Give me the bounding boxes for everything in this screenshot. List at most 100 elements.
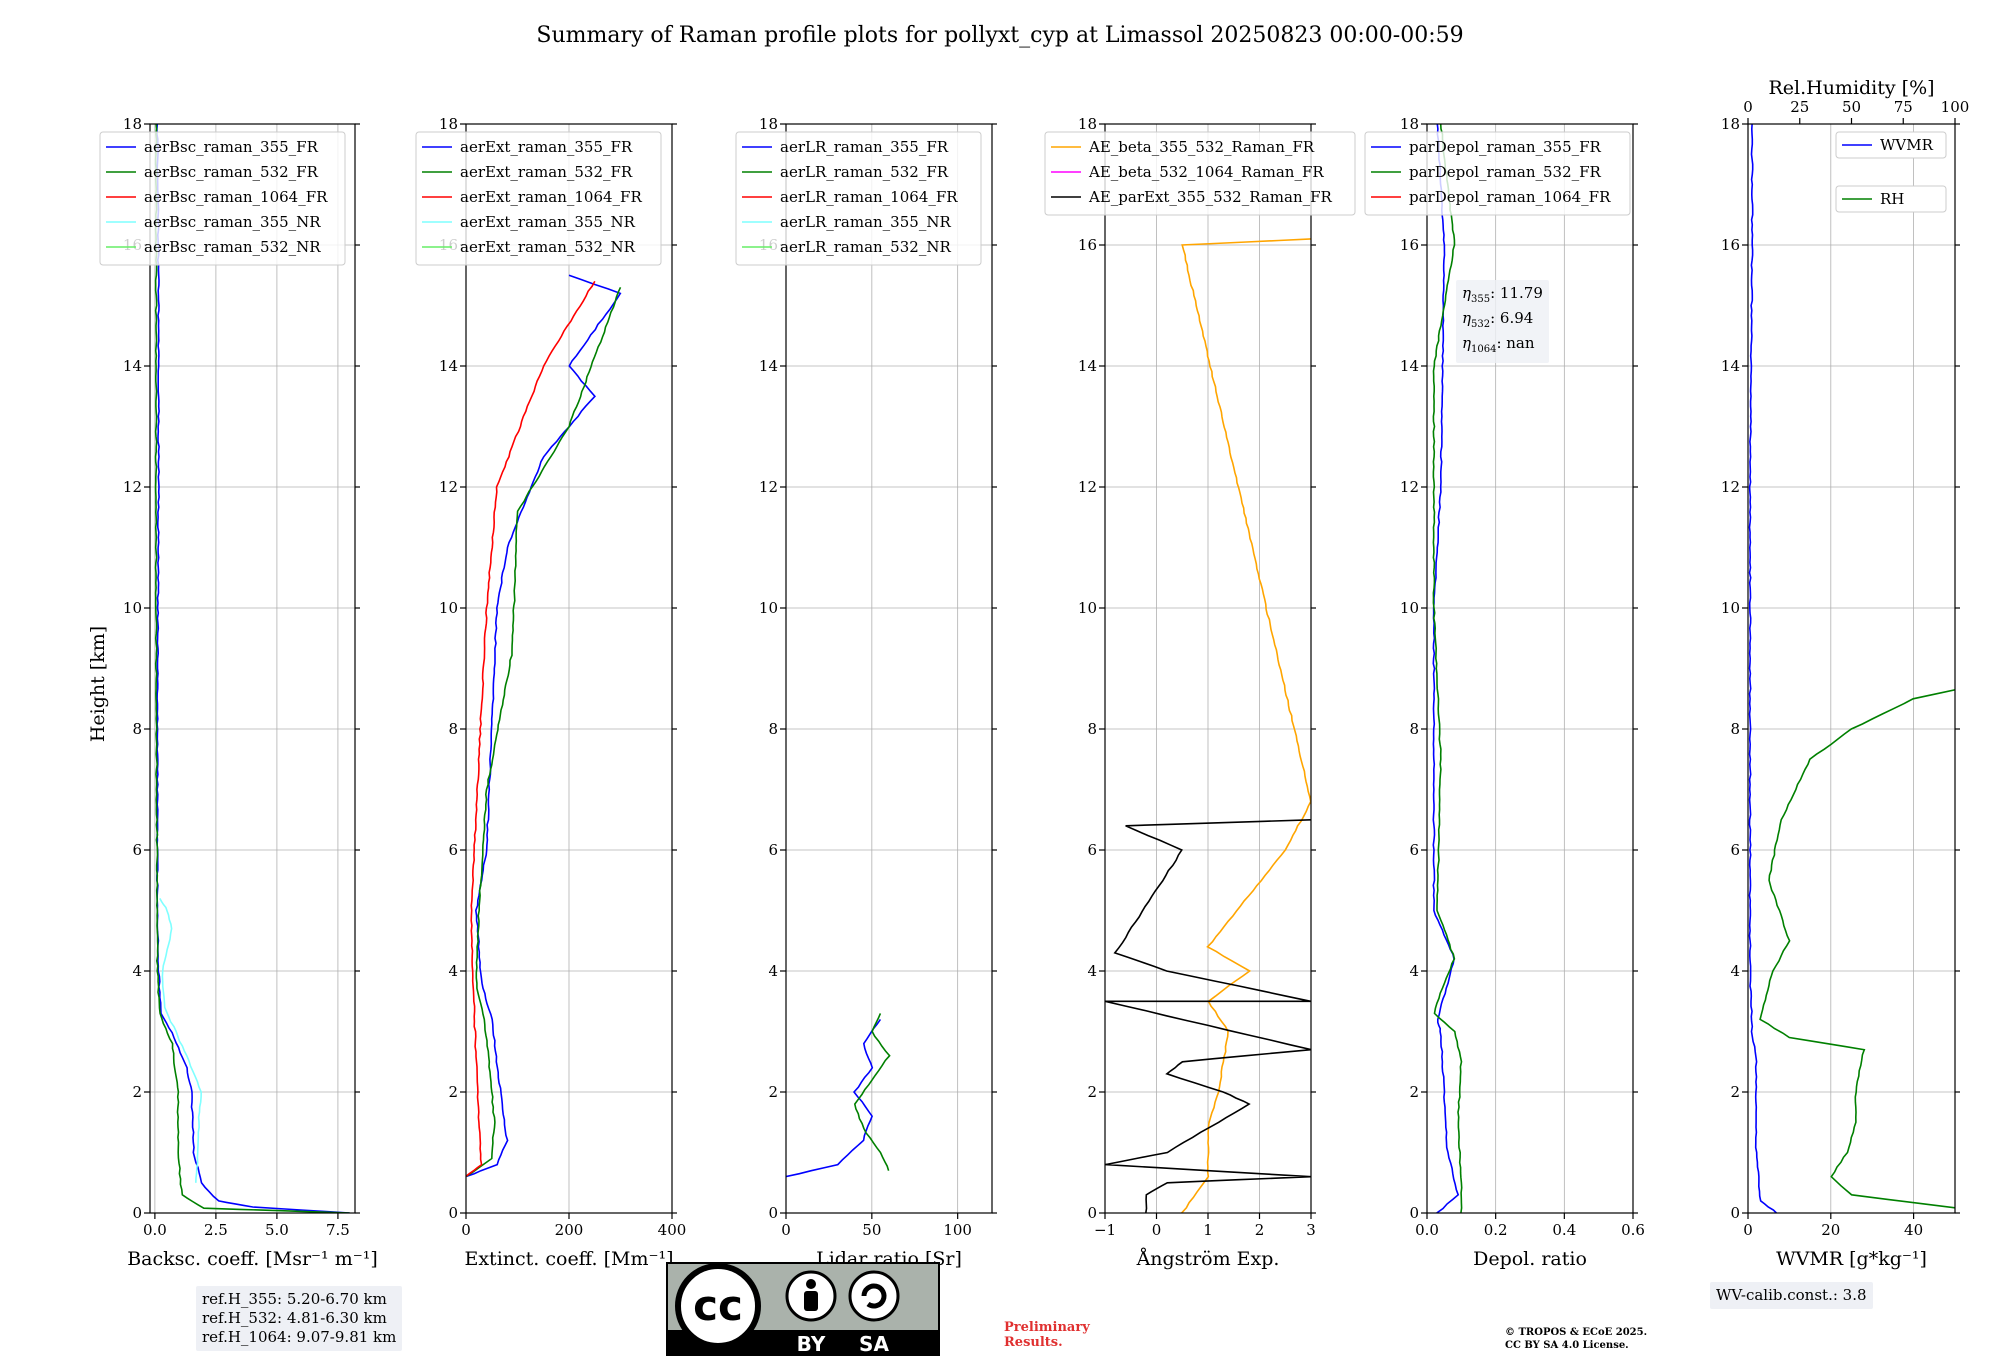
legend-label: aerLR_raman_355_FR <box>780 138 949 156</box>
y-tick-label: 14 <box>1400 357 1419 375</box>
ref-height-532: ref.H_532: 4.81-6.30 km <box>202 1309 387 1327</box>
eta-1064-value: : nan <box>1496 334 1535 352</box>
panel-lidar_ratio: 024681012141618050100Lidar ratio [Sr]aer… <box>735 115 997 1270</box>
series-line-aerBsc_raman_532_FR <box>154 124 350 1213</box>
eta-1064: η1064: nan <box>1462 334 1535 355</box>
y-tick-label: 0 <box>1409 1204 1419 1222</box>
x-axis-label: Extinct. coeff. [Mm⁻¹] <box>464 1248 673 1270</box>
series-line-WVMR <box>1748 124 1777 1213</box>
y-tick-label: 4 <box>1087 962 1097 980</box>
legend-label: aerLR_raman_532_FR <box>780 163 949 181</box>
y-tick-label: 10 <box>1400 599 1419 617</box>
legend-label: AE_beta_532_1064_Raman_FR <box>1088 163 1324 181</box>
x-tick-label: 3 <box>1306 1221 1316 1239</box>
copyright-line-1: © TROPOS & ECoE 2025. <box>1505 1327 1648 1338</box>
y-tick-label: 18 <box>759 115 778 133</box>
figure-title: Summary of Raman profile plots for polly… <box>536 23 1463 48</box>
series-group-lidar_ratio <box>786 1013 891 1178</box>
y-tick-label: 4 <box>1730 962 1740 980</box>
axes-frame <box>785 123 993 1214</box>
copyright-line-2: CC BY SA 4.0 License. <box>1505 1340 1629 1351</box>
legend-label: WVMR <box>1880 136 1934 154</box>
y-tick-label: 18 <box>439 115 458 133</box>
legend-box <box>1835 131 1947 159</box>
series-group-backscatter <box>154 124 350 1213</box>
y-tick-label: 6 <box>768 841 778 859</box>
x-axis-label: Ångström Exp. <box>1136 1248 1280 1270</box>
y-tick-label: 14 <box>439 357 458 375</box>
y-tick-label: 8 <box>1409 720 1419 738</box>
legend-label: aerLR_raman_355_NR <box>780 213 951 231</box>
copyright-note: © TROPOS & ECoE 2025. CC BY SA 4.0 Licen… <box>1505 1326 1647 1352</box>
y-tick-label: 12 <box>439 478 458 496</box>
x-tick-label: 50 <box>862 1221 881 1239</box>
top-x-tick-label: 50 <box>1842 98 1861 116</box>
y-tick-label: 16 <box>1078 236 1097 254</box>
series-group-angstrom <box>1105 238 1311 1213</box>
x-tick-label: 100 <box>943 1221 972 1239</box>
legend-label: aerExt_raman_1064_FR <box>460 188 642 206</box>
y-tick-label: 14 <box>1078 357 1097 375</box>
x-tick-label: 0.4 <box>1552 1221 1576 1239</box>
ref-height-355: ref.H_355: 5.20-6.70 km <box>202 1290 387 1308</box>
eta-532: η532: 6.94 <box>1462 309 1534 330</box>
legend-label: AE_beta_355_532_Raman_FR <box>1088 138 1315 156</box>
series-line-AE_parExt_355_532_Raman_FR <box>1105 819 1311 1213</box>
series-line-aerExt_raman_355_FR <box>466 274 622 1178</box>
x-tick-label: 0.2 <box>1484 1221 1508 1239</box>
by-label: BY <box>797 1332 826 1356</box>
x-tick-label: 0.0 <box>143 1221 167 1239</box>
x-tick-label: 7.5 <box>326 1221 350 1239</box>
y-tick-label: 6 <box>132 841 142 859</box>
axes-frame <box>149 123 356 1214</box>
top-x-tick-label: 75 <box>1894 98 1913 116</box>
y-tick-label: 4 <box>1409 962 1419 980</box>
ref-heights-box: ref.H_355: 5.20-6.70 km ref.H_532: 4.81-… <box>196 1286 403 1351</box>
sa-share-icon <box>848 1270 900 1322</box>
y-tick-label: 8 <box>448 720 458 738</box>
preliminary-note: Preliminary Results. <box>1004 1320 1090 1350</box>
y-tick-label: 10 <box>439 599 458 617</box>
series-line-AE_beta_355_532_Raman_FR <box>1181 238 1311 1213</box>
y-tick-label: 18 <box>123 115 142 133</box>
top-axis-label: Rel.Humidity [%] <box>1768 77 1934 99</box>
x-tick-label: 0 <box>1743 1221 1753 1239</box>
y-tick-label: 2 <box>132 1083 142 1101</box>
legend-label: aerLR_raman_1064_FR <box>780 188 958 206</box>
y-tick-label: 10 <box>1078 599 1097 617</box>
preliminary-line-1: Preliminary <box>1004 1320 1090 1335</box>
x-tick-label: 2.5 <box>204 1221 228 1239</box>
legend-box <box>1364 131 1631 216</box>
y-tick-label: 6 <box>1087 841 1097 859</box>
legend-label: aerExt_raman_355_FR <box>460 138 633 156</box>
legend-label: aerLR_raman_532_NR <box>780 238 951 256</box>
y-tick-label: 6 <box>448 841 458 859</box>
y-tick-label: 14 <box>759 357 778 375</box>
legend-label: parDepol_raman_532_FR <box>1409 163 1602 181</box>
x-tick-label: 0 <box>781 1221 791 1239</box>
x-tick-label: 40 <box>1904 1221 1923 1239</box>
series-line-aerLR_raman_355_FR <box>786 1018 882 1178</box>
x-tick-label: 0 <box>1152 1221 1162 1239</box>
legend-label: AE_parExt_355_532_Raman_FR <box>1088 188 1333 206</box>
y-tick-label: 12 <box>1400 478 1419 496</box>
legend-label: aerBsc_raman_532_FR <box>144 163 319 181</box>
y-tick-label: 2 <box>1409 1083 1419 1101</box>
legend-box <box>415 131 662 266</box>
y-tick-label: 18 <box>1721 115 1740 133</box>
axes-frame <box>1747 123 1956 1214</box>
y-tick-label: 12 <box>1721 478 1740 496</box>
y-tick-label: 4 <box>768 962 778 980</box>
y-tick-label: 0 <box>768 1204 778 1222</box>
legend-box <box>735 131 982 266</box>
y-tick-label: 2 <box>1087 1083 1097 1101</box>
x-axis-label: WVMR [g*kg⁻¹] <box>1776 1248 1927 1270</box>
y-tick-label: 0 <box>1730 1204 1740 1222</box>
y-axis-label: Height [km] <box>87 626 109 742</box>
panel-depol: 0 2 4 6 8 10 12 14 16 18 0.0 0.2 0.4 0.6 Depol. ratio p… <box>1364 115 1645 1270</box>
series-line-RH <box>1759 689 1955 1209</box>
legend-label: aerBsc_raman_355_FR <box>144 138 319 156</box>
series-line-parDepol_raman_532_FR <box>1432 124 1463 1213</box>
